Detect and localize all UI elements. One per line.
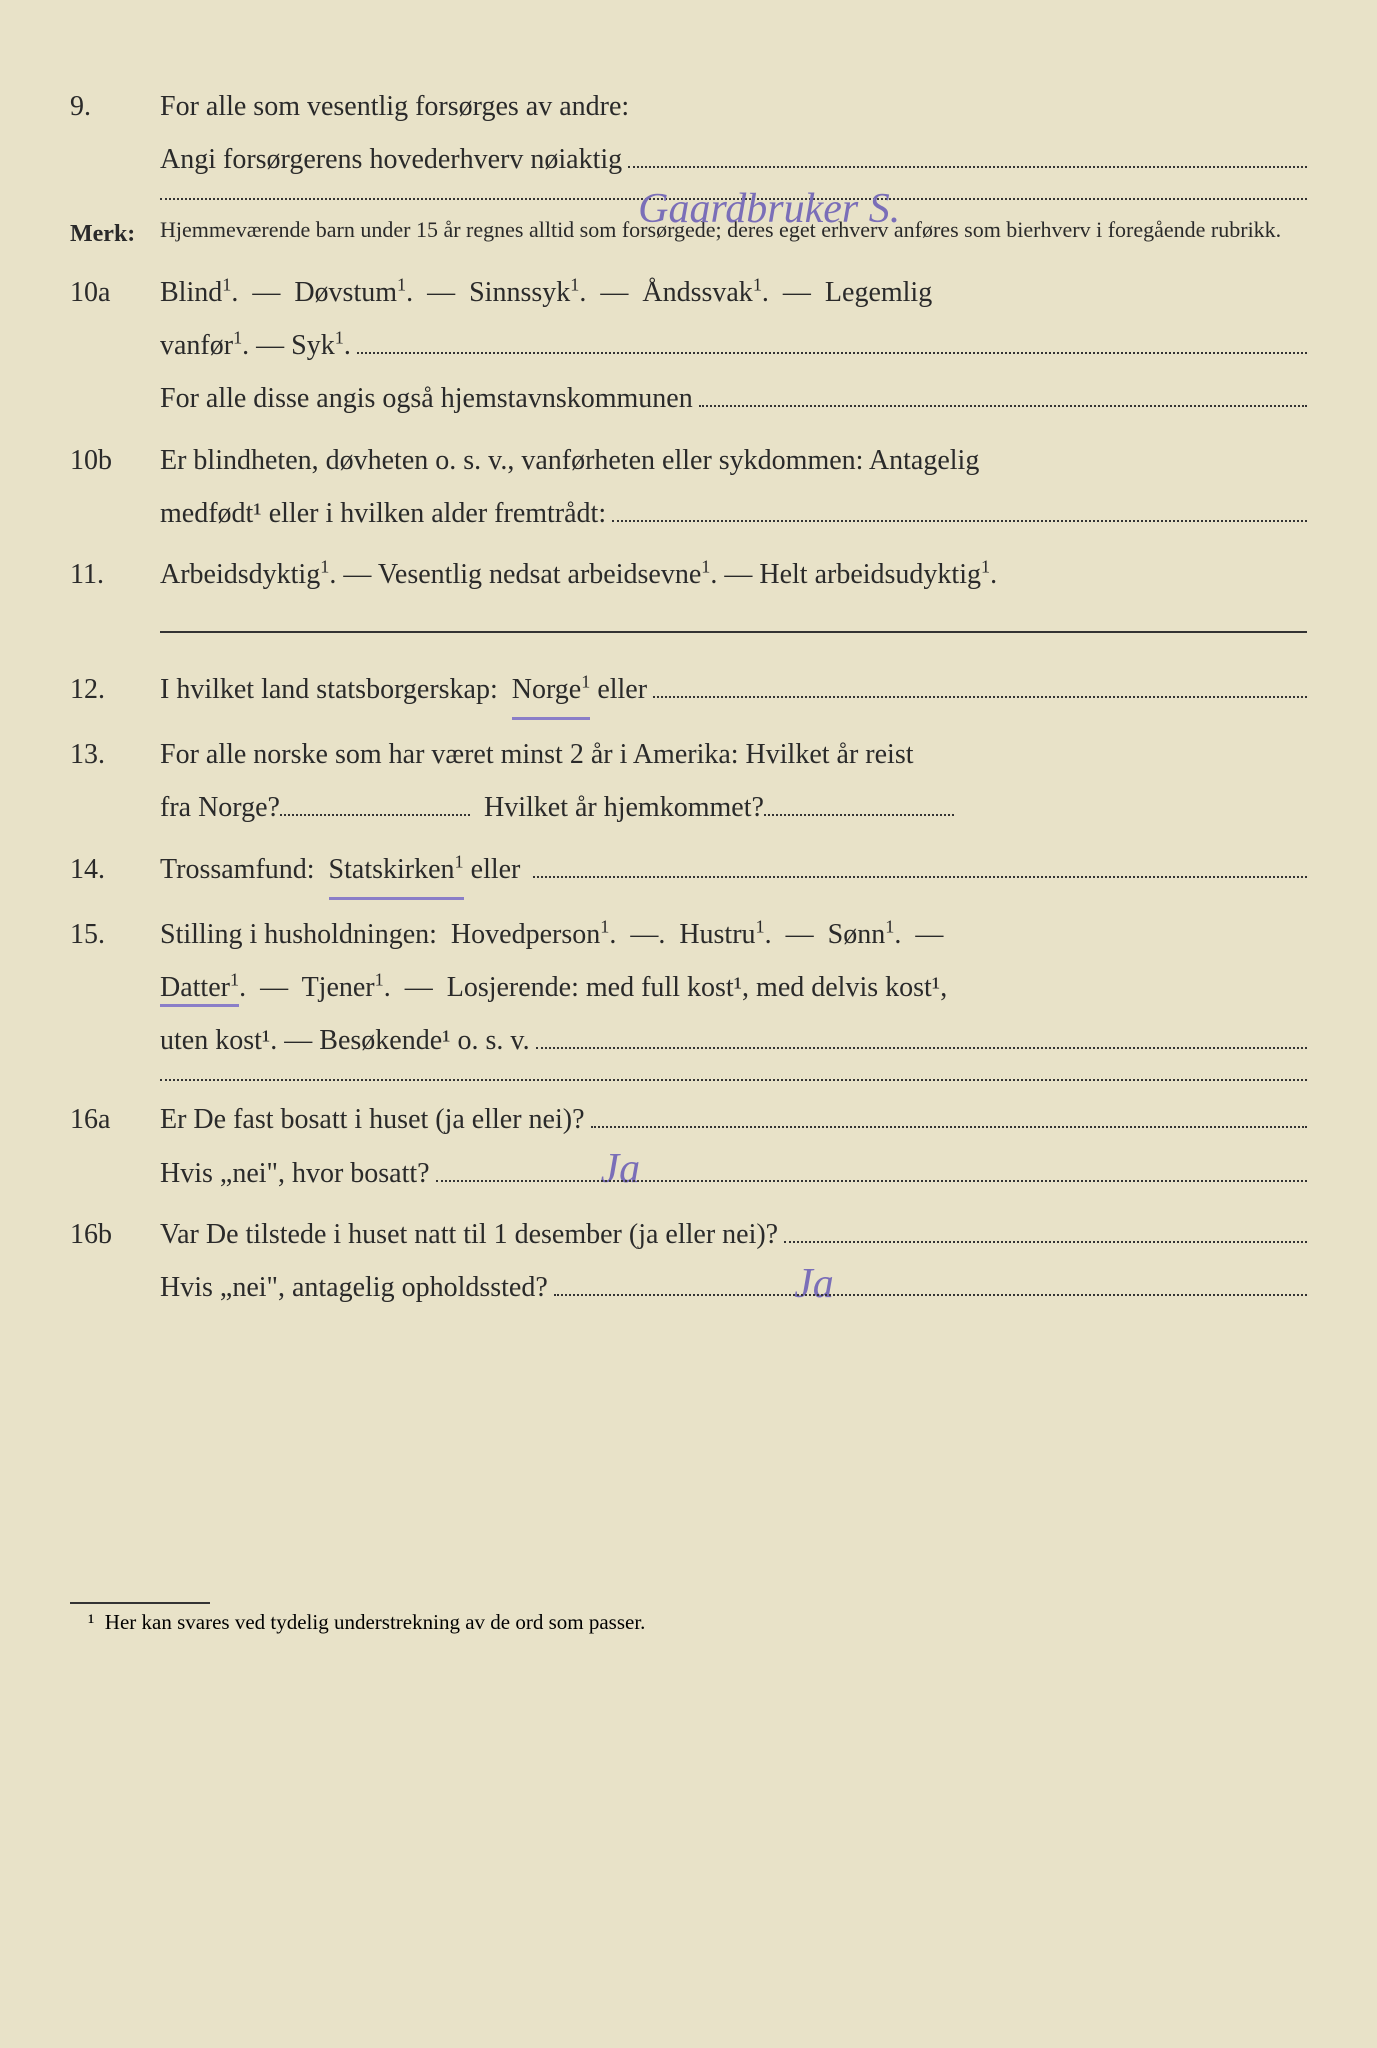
q12-text: I hvilket land statsborgerskap: <box>160 663 498 716</box>
question-10a: 10a Blind1. — Døvstum1. — Sinnssyk1. — Å… <box>70 266 1307 426</box>
q9-fill: Gaardbruker S. <box>628 166 1307 168</box>
q15-line2: Datter1. — Tjener1. — Losjerende: med fu… <box>160 961 1307 1014</box>
q9-handwritten: Gaardbruker S. <box>638 170 900 172</box>
footnote: ¹ Her kan svares ved tydelig understrekn… <box>0 1610 1377 1635</box>
question-12: 12. I hvilket land statsborgerskap: Norg… <box>70 663 1307 720</box>
q10b-number: 10b <box>70 434 160 540</box>
q11-number: 11. <box>70 548 160 601</box>
question-15: 15. Stilling i husholdningen: Hovedperso… <box>70 908 1307 1068</box>
q10a-line3: For alle disse angis også hjemstavnskomm… <box>160 372 1307 425</box>
q10b-line2: medfødt¹ eller i hvilken alder fremtrådt… <box>160 487 1307 540</box>
question-9: 9. For alle som vesentlig forsørges av a… <box>70 80 1307 186</box>
question-14: 14. Trossamfund: Statskirken1 eller <box>70 843 1307 900</box>
q16a-line2: Hvis „nei", hvor bosatt? <box>160 1147 430 1200</box>
merk-label: Merk: <box>70 212 160 258</box>
q15-number: 15. <box>70 908 160 1068</box>
q10b-line1: Er blindheten, døvheten o. s. v., vanfør… <box>160 434 1307 487</box>
q9-number: 9. <box>70 80 160 186</box>
q16a-fill: Ja <box>591 1126 1308 1128</box>
question-16b: 16b Var De tilstede i huset natt til 1 d… <box>70 1208 1307 1314</box>
q13-number: 13. <box>70 728 160 834</box>
q13-line2: fra Norge? Hvilket år hjemkommet? <box>160 781 1307 834</box>
census-form-page: 9. For alle som vesentlig forsørges av a… <box>0 0 1377 1362</box>
q14-text: Trossamfund: <box>160 843 315 896</box>
q16a-q: Er De fast bosatt i huset (ja eller nei)… <box>160 1093 585 1146</box>
q16b-answer: Ja <box>794 1245 834 1247</box>
divider <box>160 1079 1307 1081</box>
q10a-line2: vanfør1. — Syk1. <box>160 319 1307 372</box>
q16a-answer: Ja <box>601 1130 641 1132</box>
q10a-number: 10a <box>70 266 160 426</box>
question-11: 11. Arbeidsdyktig1. — Vesentlig nedsat a… <box>70 548 1307 601</box>
q16b-number: 16b <box>70 1208 160 1314</box>
q12-norge: Norge1 <box>512 663 591 720</box>
q15-line1: Stilling i husholdningen: Hovedperson1. … <box>160 908 1307 961</box>
q16a-number: 16a <box>70 1093 160 1199</box>
question-10b: 10b Er blindheten, døvheten o. s. v., va… <box>70 434 1307 540</box>
q9-label: Angi forsørgerens hovederhverv nøiaktig <box>160 133 622 186</box>
question-16a: 16a Er De fast bosatt i huset (ja eller … <box>70 1093 1307 1199</box>
q11-content: Arbeidsdyktig1. — Vesentlig nedsat arbei… <box>160 548 1307 601</box>
q13-line1: For alle norske som har været minst 2 år… <box>160 728 1307 781</box>
footnote-rule <box>70 1602 210 1604</box>
q16b-fill: Ja <box>784 1241 1307 1243</box>
q12-number: 12. <box>70 663 160 720</box>
section-divider <box>160 631 1307 633</box>
q16b-line2: Hvis „nei", antagelig opholdssted? <box>160 1261 548 1314</box>
q15-datter: Datter1 <box>160 972 239 1007</box>
question-13: 13. For alle norske som har været minst … <box>70 728 1307 834</box>
q15-line3: uten kost¹. — Besøkende¹ o. s. v. <box>160 1014 1307 1067</box>
q16b-q: Var De tilstede i huset natt til 1 desem… <box>160 1208 778 1261</box>
q9-line1: For alle som vesentlig forsørges av andr… <box>160 80 1307 133</box>
q10a-line1: Blind1. — Døvstum1. — Sinnssyk1. — Åndss… <box>160 266 1307 319</box>
q14-statskirken: Statskirken1 <box>329 843 464 900</box>
q14-number: 14. <box>70 843 160 900</box>
